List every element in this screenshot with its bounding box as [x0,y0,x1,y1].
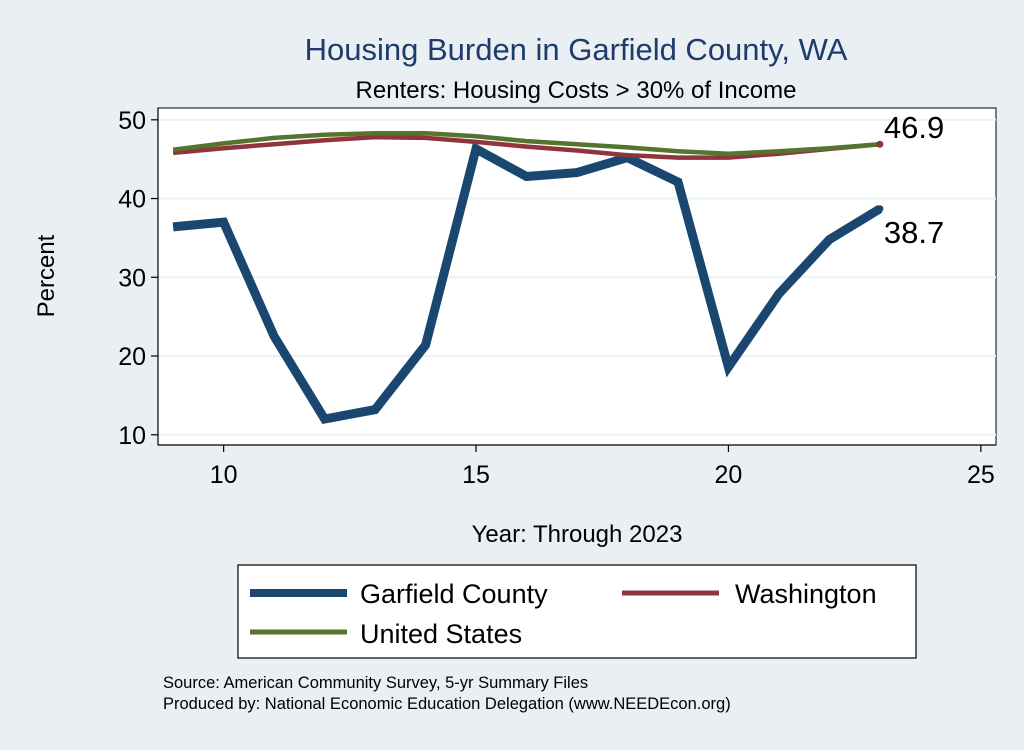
end-marker-garfield-county [876,205,884,213]
x-tick-label-15: 15 [462,461,490,489]
legend-label-washington: Washington [735,579,877,609]
y-tick-label-40: 40 [118,186,146,214]
produced-by-note: Produced by: National Economic Education… [163,695,731,713]
grid-lines [158,118,996,436]
end-label-garfield-county: 38.7 [884,215,944,250]
y-tick-label-30: 30 [118,264,146,292]
series-line-washington [172,134,881,160]
legend: Garfield County Washington United States [237,564,917,659]
legend-box [237,564,917,659]
y-tick-label-10: 10 [118,422,146,450]
legend-label-us: United States [360,619,522,649]
y-tick-label-50: 50 [118,107,146,135]
series-line-united-states [172,130,881,156]
x-tick-label-10: 10 [210,461,238,489]
x-axis-label: Year: Through 2023 [472,521,683,548]
chart-subtitle: Renters: Housing Costs > 30% of Income [356,77,797,104]
series-lines [172,130,883,424]
source-note: Source: American Community Survey, 5-yr … [163,674,588,692]
end-label-washington: 46.9 [884,110,944,145]
chart-title: Housing Burden in Garfield County, WA [305,32,848,67]
y-axis-label: Percent [33,234,60,317]
y-axis: 10 20 30 40 50 [118,107,159,450]
x-tick-label-20: 20 [715,461,743,489]
y-tick-label-20: 20 [118,343,146,371]
end-labels: 46.9 38.7 [876,110,944,250]
x-axis: 10 15 20 25 [158,444,996,489]
x-tick-label-25: 25 [967,461,995,489]
end-marker-washington [876,140,884,148]
series-line-garfield-county [172,142,883,424]
legend-label-garfield: Garfield County [360,579,548,609]
